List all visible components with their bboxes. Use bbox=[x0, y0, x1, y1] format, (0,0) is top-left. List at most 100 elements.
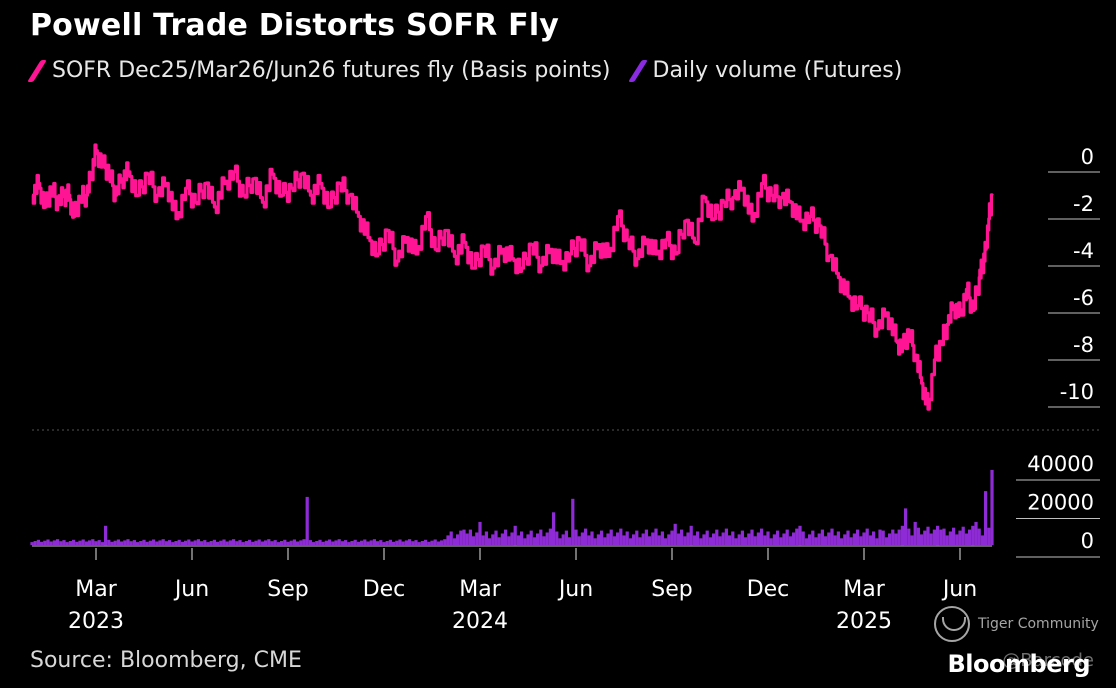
volume-bar bbox=[507, 536, 511, 545]
volume-bar bbox=[481, 535, 485, 545]
fly-series-line bbox=[31, 143, 994, 411]
volume-bar bbox=[78, 540, 82, 545]
volume-bar bbox=[616, 532, 620, 545]
volume-bar bbox=[152, 539, 156, 545]
volume-bar bbox=[382, 542, 386, 545]
volume-bar bbox=[670, 530, 674, 545]
volume-bar bbox=[939, 529, 943, 545]
volume-bar bbox=[158, 540, 162, 545]
volume-bar bbox=[113, 540, 117, 545]
volume-bar bbox=[347, 542, 351, 545]
volume-bar bbox=[363, 539, 367, 545]
volume-bar bbox=[350, 541, 354, 545]
volume-bar bbox=[664, 538, 668, 545]
volume-bar bbox=[625, 531, 629, 545]
volume-bar bbox=[289, 540, 293, 545]
volume-bar bbox=[488, 538, 492, 545]
volume-bar bbox=[590, 531, 594, 545]
volume-bar bbox=[520, 531, 524, 545]
volume-bar bbox=[318, 539, 322, 545]
fly-ytick-label: -4 bbox=[1073, 239, 1094, 263]
volume-bar bbox=[846, 530, 850, 545]
volume-bar bbox=[401, 541, 405, 545]
volume-bar bbox=[193, 540, 197, 545]
volume-bar bbox=[814, 537, 818, 545]
fly-ytick-label: -6 bbox=[1073, 286, 1094, 310]
volume-bar bbox=[635, 530, 639, 545]
volume-bar bbox=[788, 536, 792, 545]
volume-bar bbox=[708, 537, 712, 545]
volume-bar bbox=[593, 538, 597, 545]
volume-bar bbox=[673, 523, 677, 545]
volume-bar bbox=[232, 539, 236, 545]
volume-bar bbox=[750, 529, 754, 545]
volume-bar bbox=[56, 539, 60, 545]
fly-ytick-label: -10 bbox=[1060, 380, 1094, 404]
volume-bar bbox=[452, 538, 456, 545]
volume-bar bbox=[891, 529, 895, 545]
volume-bar bbox=[923, 530, 927, 545]
volume-bar bbox=[872, 531, 876, 545]
volume-bar bbox=[420, 541, 424, 545]
x-tick-label: Mar bbox=[75, 577, 117, 602]
volume-bar bbox=[760, 528, 764, 545]
volume-bar bbox=[241, 542, 245, 545]
volume-bar bbox=[564, 530, 568, 545]
x-tick-label: Dec bbox=[747, 577, 790, 602]
volume-bar bbox=[446, 535, 450, 545]
volume-bar bbox=[804, 538, 808, 545]
volume-bar bbox=[360, 540, 364, 545]
volume-bar bbox=[219, 540, 223, 545]
volume-bar bbox=[907, 528, 911, 545]
volume-bar bbox=[379, 540, 383, 545]
volume-bar bbox=[59, 541, 63, 545]
volume-bar bbox=[728, 535, 732, 545]
volume-bar bbox=[513, 525, 517, 546]
volume-bar bbox=[836, 531, 840, 545]
source-note: Source: Bloomberg, CME bbox=[30, 648, 302, 673]
volume-bar bbox=[952, 527, 956, 545]
volume-bar bbox=[296, 541, 300, 545]
volume-bar bbox=[49, 541, 53, 545]
volume-bar bbox=[641, 533, 645, 545]
volume-bar bbox=[286, 541, 290, 545]
volume-bar bbox=[177, 539, 181, 545]
volume-bar bbox=[184, 540, 188, 545]
volume-bar bbox=[827, 532, 831, 545]
volume-bar bbox=[72, 539, 76, 545]
x-year-label: 2023 bbox=[68, 609, 124, 634]
volume-bar bbox=[529, 530, 533, 545]
volume-bar bbox=[660, 531, 664, 545]
x-tick-label: Sep bbox=[267, 577, 308, 602]
volume-bar bbox=[376, 541, 380, 545]
volume-bar bbox=[824, 536, 828, 545]
volume-bar bbox=[155, 541, 159, 545]
volume-bar bbox=[900, 525, 904, 546]
volume-bar bbox=[465, 533, 469, 545]
volume-bar bbox=[436, 541, 440, 545]
volume-bar bbox=[657, 535, 661, 545]
volume-bar bbox=[126, 539, 130, 545]
volume-bar bbox=[164, 541, 168, 545]
volume-bar bbox=[523, 538, 527, 545]
fly-ytick-label: 0 bbox=[1081, 145, 1094, 169]
volume-bar bbox=[302, 539, 306, 545]
volume-bar bbox=[100, 542, 104, 545]
volume-bar bbox=[97, 540, 101, 545]
volume-bar bbox=[718, 536, 722, 545]
volume-bar bbox=[696, 531, 700, 545]
volume-bar bbox=[331, 541, 335, 545]
volume-bar bbox=[81, 539, 85, 545]
volume-bar bbox=[772, 534, 776, 545]
volume-bar bbox=[43, 540, 47, 545]
x-tick-label: Mar bbox=[459, 577, 501, 602]
volume-bar bbox=[142, 539, 146, 545]
volume-bar bbox=[52, 540, 56, 545]
volume-bar bbox=[497, 537, 501, 545]
volume-bar bbox=[94, 541, 98, 545]
volume-bar bbox=[136, 542, 140, 545]
volume-bar bbox=[577, 536, 581, 545]
volume-bar bbox=[731, 531, 735, 545]
volume-bar bbox=[340, 541, 344, 545]
volume-bar bbox=[792, 532, 796, 545]
